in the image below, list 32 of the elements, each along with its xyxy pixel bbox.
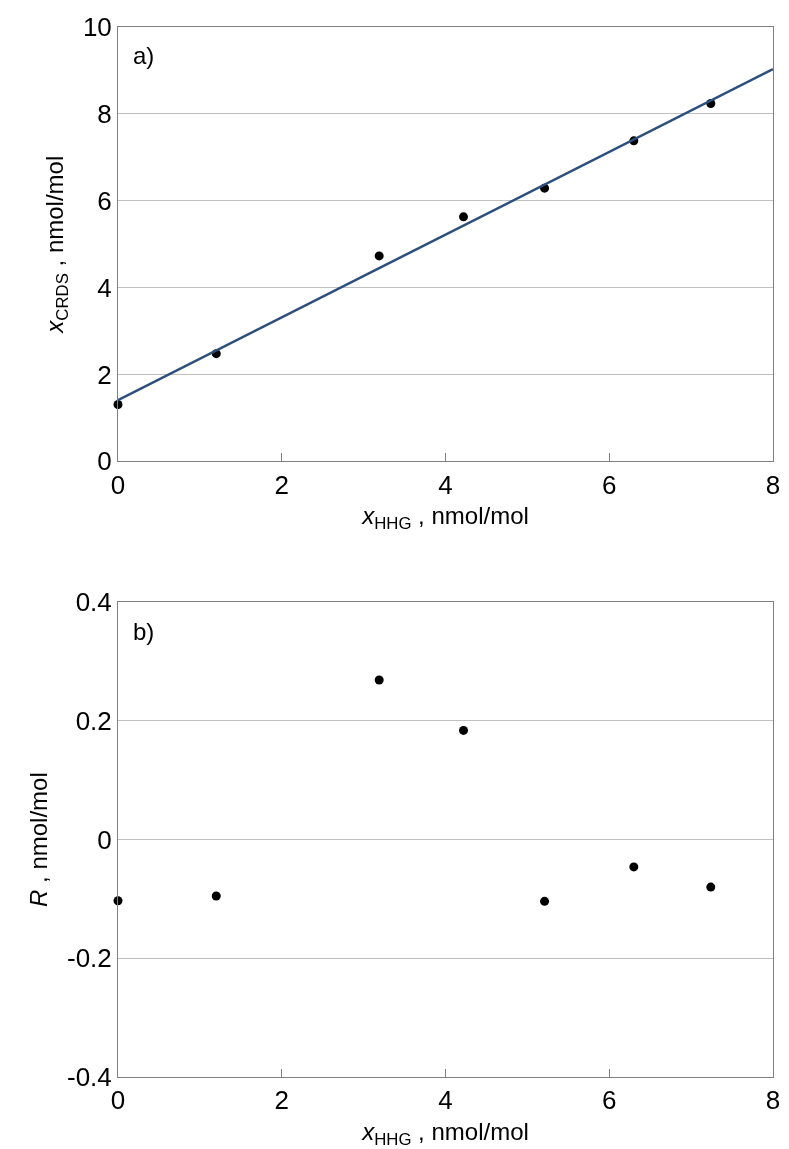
y-tick-label: 0 (97, 446, 112, 477)
x-tick-label: 6 (602, 469, 617, 500)
annotation: a) (133, 42, 155, 69)
y-tick-label: 8 (97, 98, 112, 129)
x-tick-label: 2 (274, 1085, 289, 1116)
x-axis-title: x$_{HHG}$ , nmol/mol (361, 1117, 529, 1149)
point (540, 896, 550, 906)
y-tick-label: 4 (97, 272, 112, 303)
y-tick-label: 0 (97, 824, 112, 855)
y-tick-label: 10 (82, 12, 112, 43)
point (459, 212, 469, 222)
x-tick-label: 2 (274, 469, 289, 500)
point (629, 862, 639, 872)
x-tick-label: 4 (438, 469, 453, 500)
point (706, 882, 716, 892)
point (374, 251, 384, 261)
y-tick-label: 6 (97, 185, 112, 216)
annotation: b) (133, 618, 155, 645)
point (459, 725, 469, 735)
y-tick-label: 0.2 (75, 706, 112, 737)
x-tick-label: 8 (765, 1085, 781, 1116)
x-tick-label: 6 (602, 1085, 617, 1116)
x-tick-label: 4 (438, 1085, 453, 1116)
y-tick-label: -0.2 (66, 943, 112, 974)
point (211, 891, 221, 901)
y-axis-title: R , nmol/mol (25, 772, 53, 907)
y-tick-label: 2 (97, 359, 112, 390)
point (374, 675, 384, 685)
y-tick-label: 0.4 (75, 587, 112, 618)
y-tick-label: -0.4 (66, 1062, 112, 1093)
x-tick-label: 8 (765, 469, 781, 500)
x-axis-title: x$_{HHG}$ , nmol/mol (361, 501, 529, 533)
